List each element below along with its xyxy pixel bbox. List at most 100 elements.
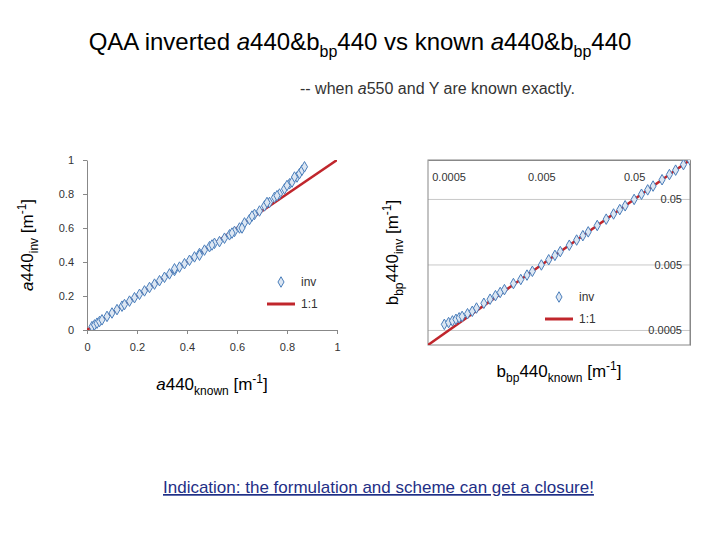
note: Indication: the formulation and scheme c… <box>163 478 594 497</box>
text-run: ] <box>617 362 622 381</box>
x-axis: 0.0005 0.005 0.05 <box>429 160 691 183</box>
point <box>622 201 628 212</box>
text-run: [m <box>229 375 253 394</box>
point <box>687 160 690 165</box>
tick-mark <box>237 330 238 334</box>
plot-area <box>87 160 337 330</box>
text-run: 440 <box>166 375 194 394</box>
text-run: bp <box>506 371 520 385</box>
point <box>603 214 609 225</box>
tick-label: 0.6 <box>59 222 74 234</box>
tick-label: 0.005 <box>654 259 682 271</box>
text-run: -1 <box>252 372 263 386</box>
plot-area <box>428 160 690 345</box>
tick: 1 <box>68 154 87 166</box>
legend-key <box>556 292 562 303</box>
tick: 0.05 <box>624 160 645 183</box>
point <box>249 211 255 222</box>
point <box>673 165 679 176</box>
legend-label: inv <box>301 275 316 289</box>
point <box>264 197 270 208</box>
tick-mark <box>337 330 338 334</box>
text-run: a <box>491 28 504 55</box>
text-run: b <box>383 296 402 305</box>
tick-label: 0.8 <box>280 341 295 353</box>
tick-label: 0.0005 <box>432 171 466 183</box>
tick: 0.05 <box>661 193 690 205</box>
text-run: 440&b <box>250 28 319 55</box>
tick-mark <box>83 296 87 297</box>
tick-mark <box>83 330 87 331</box>
tick-label: 0 <box>84 341 90 353</box>
point <box>291 172 297 183</box>
tick-label: 0.05 <box>661 193 682 205</box>
tick-mark <box>83 262 87 263</box>
grid-line <box>428 264 690 265</box>
subtitle: -- when a550 and Y are known exactly. <box>300 80 575 97</box>
point <box>274 190 280 201</box>
point <box>557 246 563 257</box>
text-run: -1 <box>380 204 394 215</box>
point <box>518 274 524 285</box>
tick: 0 <box>84 330 90 353</box>
text-run: 440 vs known <box>337 28 490 55</box>
tick-label: 0.2 <box>130 341 145 353</box>
chart: 00.20.40.60.8100.20.40.60.81a440known [m… <box>15 154 341 398</box>
point <box>611 209 617 220</box>
legend-key <box>278 277 284 288</box>
tick-label: 0.8 <box>59 188 74 200</box>
legend-label: 1:1 <box>579 312 596 326</box>
point <box>459 311 465 322</box>
text-run: [m <box>383 215 402 239</box>
x-axis: 00.20.40.60.81 <box>84 330 340 353</box>
tick-label: 0.2 <box>59 290 74 302</box>
text-run: known <box>194 384 229 398</box>
text-run: ] <box>383 200 402 205</box>
tick: 0.0005 <box>432 160 466 183</box>
text-run: bp <box>392 282 406 296</box>
text-run: a <box>18 282 37 291</box>
tick-label: 0.005 <box>528 171 556 183</box>
tick-label: 1 <box>68 154 74 166</box>
tick: 0.005 <box>528 160 556 183</box>
legend: inv 1:1 <box>545 290 596 326</box>
tick-mark <box>83 228 87 229</box>
tick-label: 1 <box>334 341 340 353</box>
tick: 0.4 <box>59 256 87 268</box>
text-run: a <box>237 28 250 55</box>
point <box>529 266 535 277</box>
tick-mark <box>287 330 288 334</box>
legend-label: inv <box>579 290 594 304</box>
text-run: 440 <box>591 28 631 55</box>
tick: 0.8 <box>59 188 87 200</box>
point <box>631 194 637 205</box>
tick: 0.4 <box>180 330 195 353</box>
line-series <box>87 160 337 330</box>
text-run: inv <box>392 239 406 254</box>
tick-mark <box>187 330 188 334</box>
grid-line <box>428 199 690 200</box>
tick: 0.0005 <box>648 324 690 336</box>
text-run: bp <box>573 43 591 60</box>
tick-mark <box>137 330 138 334</box>
point <box>301 162 307 173</box>
tick: 1 <box>334 330 340 353</box>
text-run: a <box>358 80 367 97</box>
text-run: 440 <box>383 254 402 282</box>
point <box>256 206 262 217</box>
slide: QAA inverted a440&bbp440 vs known a440&b… <box>0 0 720 540</box>
tick-mark <box>87 330 88 334</box>
point <box>566 240 572 251</box>
text-run: Indication: the formulation and scheme c… <box>163 478 594 497</box>
tick-mark <box>83 160 87 161</box>
legend-item: 1:1 <box>267 297 318 311</box>
text-run: bp <box>320 43 338 60</box>
tick: 0.2 <box>59 290 87 302</box>
text-run: -1 <box>606 359 617 373</box>
legend-item: inv <box>278 275 316 289</box>
point <box>659 174 665 185</box>
y-axis-title: a440inv [m-1] <box>15 199 41 291</box>
tick-label: 0 <box>68 324 74 336</box>
legend-key <box>267 303 295 306</box>
line-series <box>428 160 690 345</box>
